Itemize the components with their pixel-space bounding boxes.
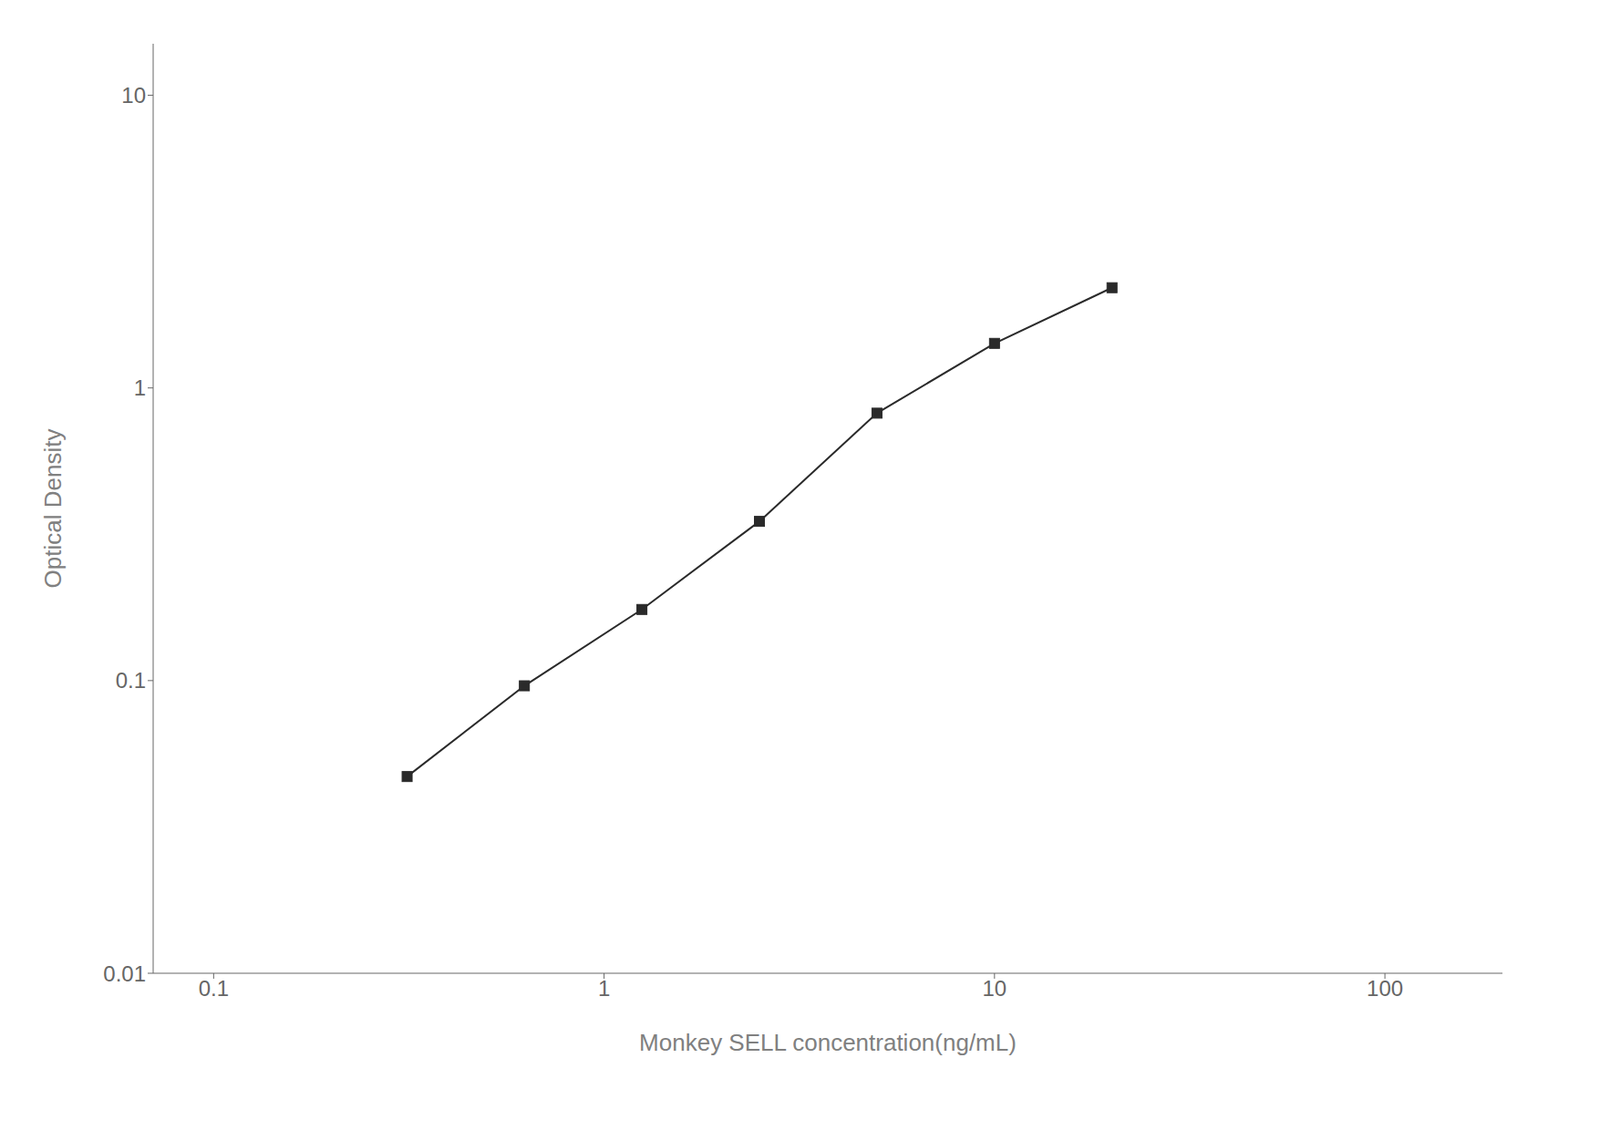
svg-text:Optical Density: Optical Density <box>39 429 67 589</box>
svg-text:Monkey SELL concentration(ng/m: Monkey SELL concentration(ng/mL) <box>639 1029 1017 1057</box>
svg-text:1: 1 <box>134 375 146 401</box>
svg-text:1: 1 <box>598 976 610 1002</box>
svg-text:0.01: 0.01 <box>103 961 146 987</box>
svg-text:0.1: 0.1 <box>198 976 229 1002</box>
svg-text:100: 100 <box>1366 976 1404 1002</box>
svg-text:10: 10 <box>981 976 1007 1002</box>
svg-text:0.1: 0.1 <box>115 668 146 693</box>
svg-text:10: 10 <box>121 82 146 108</box>
